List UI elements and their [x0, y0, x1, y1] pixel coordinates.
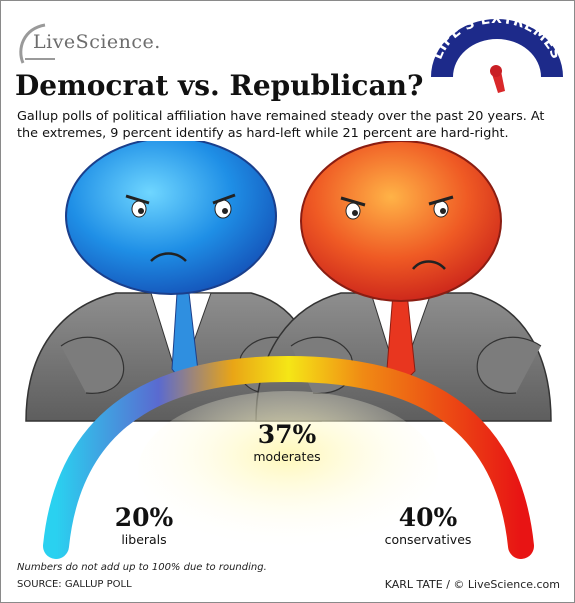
logo-text: LiveScience.: [33, 31, 161, 53]
moderates-percent: 37%: [257, 420, 317, 449]
spectrum-arc: [43, 355, 534, 559]
illustration: [25, 141, 552, 559]
page-title: Democrat vs. Republican?: [15, 69, 424, 102]
conservatives-percent: 40%: [398, 503, 458, 532]
stat-conservatives: 40% conservatives: [373, 504, 483, 548]
source-line: SOURCE: GALLUP POLL: [17, 579, 132, 590]
rounding-note: Numbers do not add up to 100% due to rou…: [17, 562, 267, 573]
liberals-percent: 20%: [114, 503, 174, 532]
livescience-logo: LiveScience.: [15, 19, 165, 69]
democrat-figure: [25, 141, 322, 422]
moderates-label: moderates: [253, 449, 321, 464]
conservatives-label: conservatives: [384, 532, 472, 547]
lifes-extremes-badge: LIFE'S EXTREMES: [421, 11, 571, 101]
stat-liberals: 20% liberals: [94, 504, 194, 548]
credit-line: KARL TATE / © LiveScience.com: [384, 578, 560, 591]
stat-moderates: 37% moderates: [237, 421, 337, 465]
liberals-label: liberals: [121, 532, 167, 547]
logo-swoosh-icon: [19, 23, 55, 64]
intro-text: Gallup polls of political affiliation ha…: [17, 109, 545, 141]
